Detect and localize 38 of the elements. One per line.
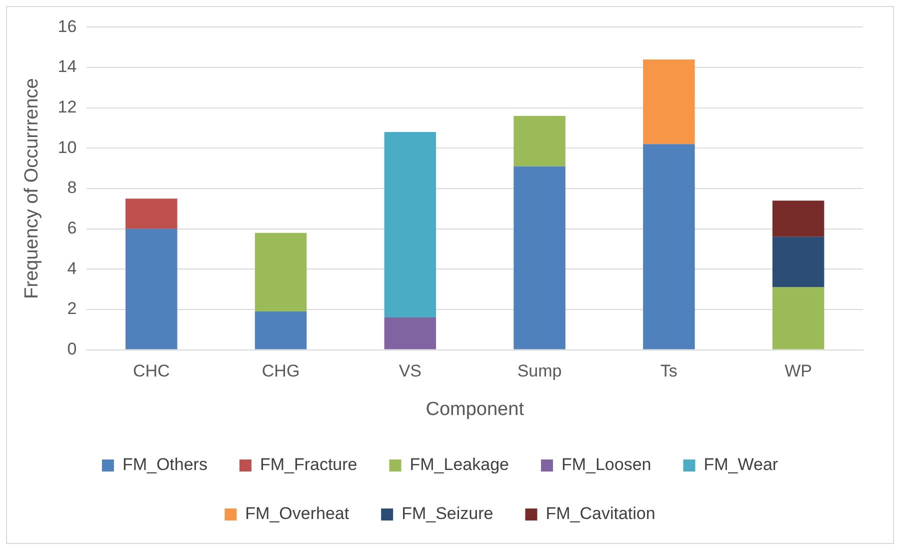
bar [126,198,178,229]
x-tick-label: CHC [132,362,170,381]
legend-label: FM_Wear [704,455,778,474]
legend-label: FM_Loosen [561,455,652,474]
bar [643,144,695,350]
legend-label: FM_Fracture [260,455,358,474]
bar [126,228,178,350]
y-tick-label: 8 [67,178,77,198]
y-tick-label: 14 [58,57,77,76]
x-tick-label: Ts [660,362,678,381]
x-axis-title: Component [426,398,525,420]
bar [254,311,307,350]
legend-label: FM_Others [122,455,208,474]
bar [772,287,824,350]
y-axis-title: Frequency of Occurrrence [22,78,43,299]
y-tick-label: 10 [58,138,77,157]
x-tick-label: VS [398,362,422,381]
legend-label: FM_Overheat [245,504,350,524]
bar [254,232,307,312]
bar [772,200,824,237]
bar [384,318,436,350]
x-tick-label: CHG [262,362,300,381]
x-tick-label: WP [784,362,812,381]
legend-label: FM_Cavitation [546,504,656,524]
y-tick-label: 4 [67,258,77,278]
y-tick-label: 6 [67,218,77,238]
y-tick-label: 16 [58,16,77,36]
legend-label: FM_Leakage [410,455,509,474]
legend-label: FM_Seizure [402,504,494,524]
y-tick-label: 0 [67,339,77,358]
bar [384,132,436,318]
y-tick-label: 2 [67,299,77,318]
bar [514,116,566,166]
bar [643,59,695,144]
bar [514,166,566,350]
y-tick-label: 12 [58,98,77,117]
x-tick-label: Sump [517,362,562,381]
bar [772,236,824,288]
